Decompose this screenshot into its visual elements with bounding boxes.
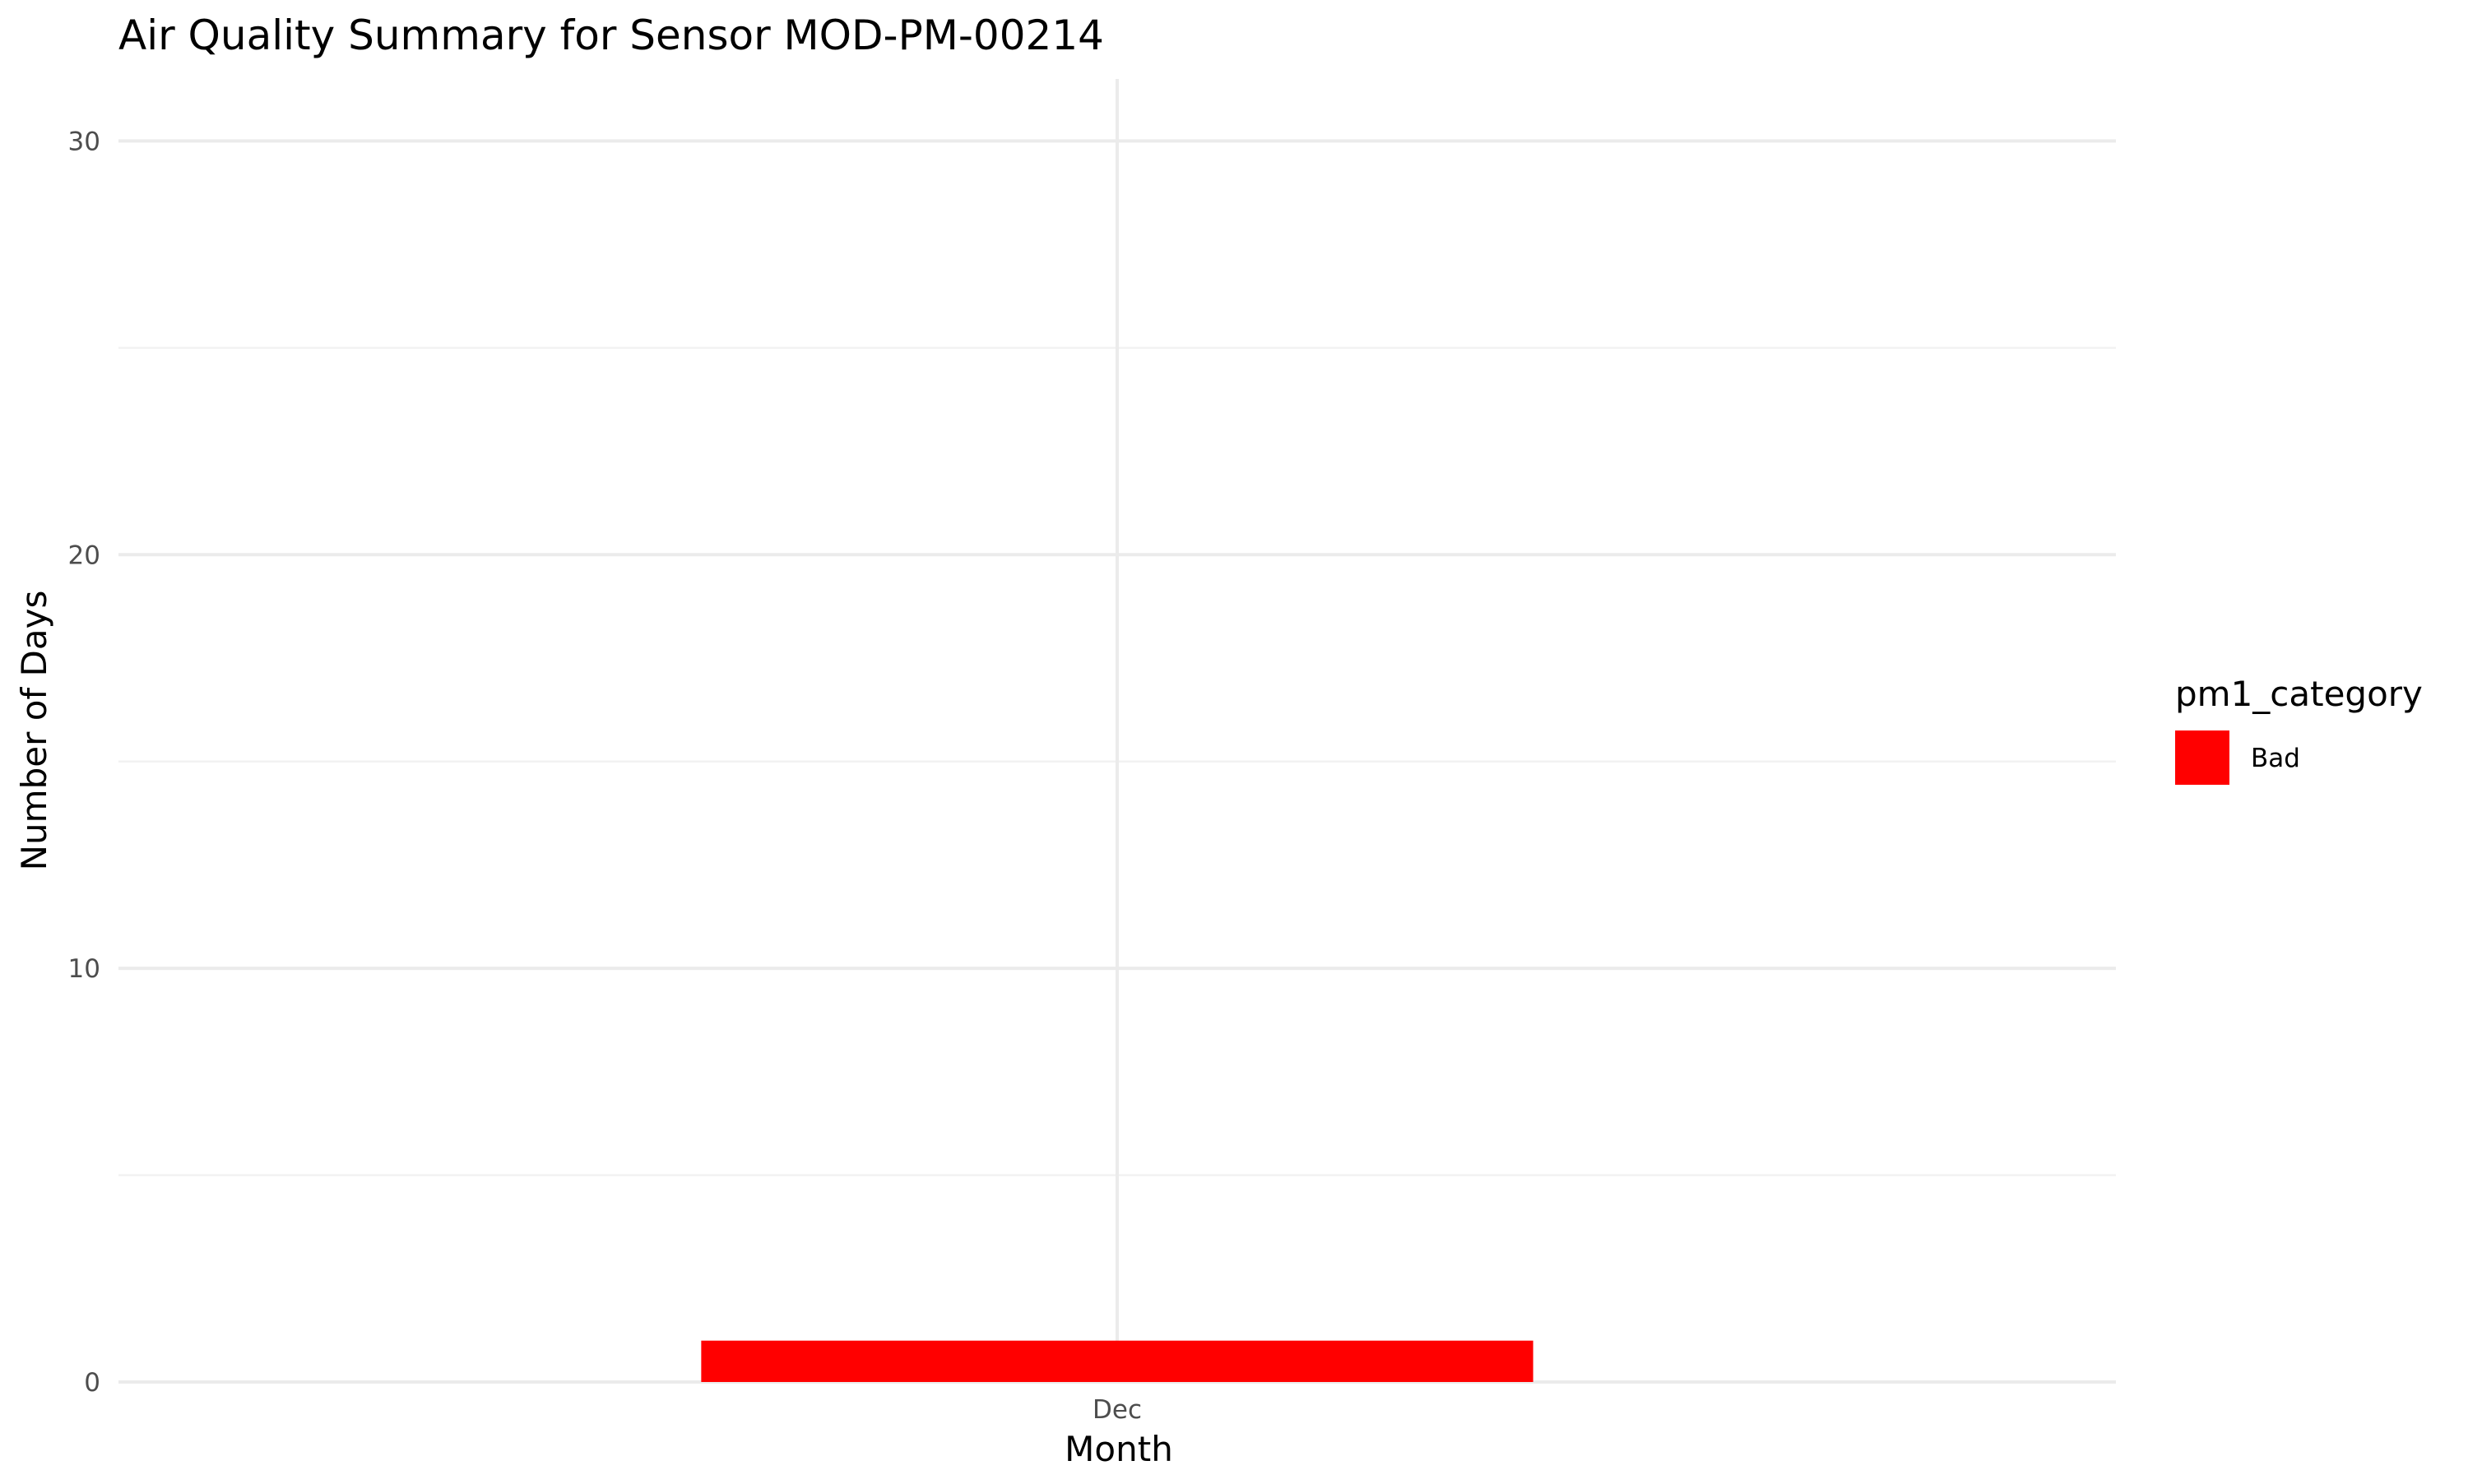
y-tick-label: 20 (68, 540, 100, 570)
y-axis-title: Number of Days (14, 591, 54, 871)
y-tick-label: 30 (68, 127, 100, 156)
bar (701, 1340, 1533, 1382)
legend-label: Bad (2251, 744, 2300, 773)
legend-entries: Bad (2175, 730, 2300, 785)
legend-swatch (2175, 730, 2229, 785)
grid (118, 79, 2116, 1384)
x-axis-title: Month (1065, 1429, 1173, 1469)
bars (701, 1340, 1533, 1382)
legend: pm1_category Bad (2175, 674, 2423, 785)
y-tick-label: 10 (68, 954, 100, 984)
x-tick-label: Dec (1093, 1395, 1142, 1425)
y-tick-label: 0 (84, 1368, 100, 1398)
chart-title: Air Quality Summary for Sensor MOD-PM-00… (118, 12, 1104, 59)
y-axis-ticks: 0 10 20 30 (68, 127, 100, 1398)
x-axis-ticks: Dec (1093, 1395, 1142, 1425)
legend-title: pm1_category (2175, 674, 2423, 714)
